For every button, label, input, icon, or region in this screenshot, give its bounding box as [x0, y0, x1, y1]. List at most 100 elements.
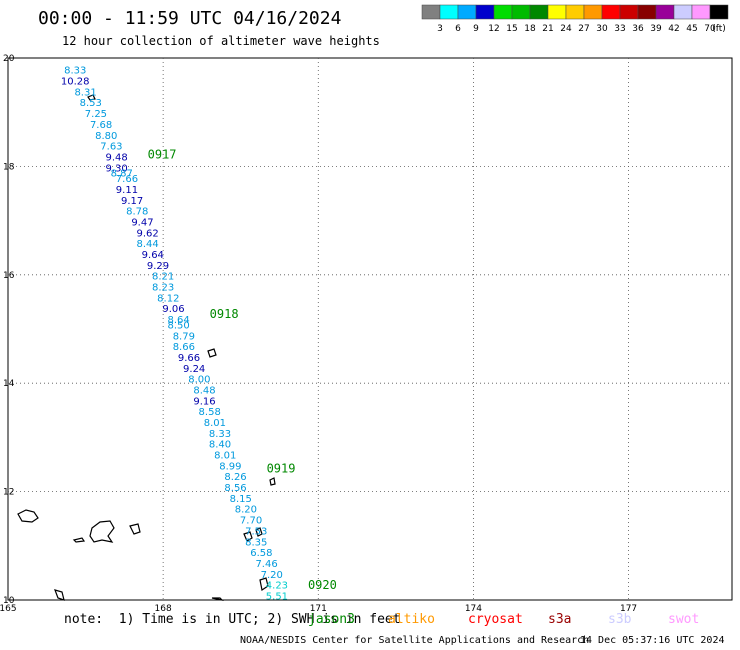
swh-reading: 6.58 [250, 548, 272, 559]
swh-reading: 8.35 [245, 537, 267, 548]
track-time-label: 0917 [148, 147, 177, 161]
swh-reading: 7.20 [261, 570, 283, 581]
swh-reading: 9.17 [121, 196, 143, 207]
colorbar-swatch [637, 4, 657, 20]
swh-reading: 8.15 [230, 494, 252, 505]
colorbar-swatch [619, 4, 639, 20]
swh-reading: 8.80 [95, 131, 117, 142]
colorbar-label: 70 [704, 24, 716, 34]
track-time-label: 0919 [267, 462, 296, 476]
map-grid [8, 58, 732, 600]
y-tick-label: 10 [3, 596, 15, 606]
colorbar-swatch [439, 4, 459, 20]
colorbar-label: 45 [686, 24, 697, 34]
colorbar-label: 6 [455, 24, 461, 34]
swh-reading: 9.48 [105, 152, 127, 163]
swh-reading: 8.26 [224, 472, 246, 483]
colorbar-label: 24 [560, 24, 572, 34]
y-tick-label: 14 [3, 379, 15, 389]
swh-reading: 9.47 [131, 217, 153, 228]
axis-tick-labels: 165 168 171 174 177 10 12 14 16 18 20 [0, 54, 637, 614]
swh-reading: 9.29 [147, 261, 169, 272]
swh-reading: 7.66 [116, 174, 138, 185]
colorbar-label: 33 [614, 24, 625, 34]
island-outline [89, 520, 115, 543]
swh-reading: 9.62 [136, 228, 158, 239]
swh-reading: 8.53 [80, 98, 102, 109]
satellite-legend-s3a: s3a [548, 612, 572, 627]
colorbar-swatch [511, 4, 531, 20]
swh-reading: 8.00 [188, 375, 210, 386]
satellite-legend-cryosat: cryosat [468, 612, 523, 627]
swh-reading: 4.23 [266, 581, 288, 592]
swh-reading: 8.87 [111, 169, 133, 180]
track-time-label: 0918 [210, 307, 239, 321]
swh-reading: 8.56 [224, 483, 246, 494]
swh-reading: 8.64 [168, 315, 190, 326]
island-outlines [17, 94, 276, 601]
colorbar-label: 21 [542, 24, 553, 34]
swh-reading: 8.48 [193, 385, 215, 396]
colorbar-label: 15 [506, 24, 517, 34]
colorbar-swatch [655, 4, 675, 20]
map-frame [7, 57, 733, 601]
y-tick-label: 12 [3, 488, 14, 498]
x-tick-label: 171 [310, 604, 327, 614]
colorbar-label: 3 [437, 24, 443, 34]
colorbar-unit: (ft) [712, 24, 726, 34]
satellite-legend-swot: swot [668, 612, 700, 627]
generated-timestamp: 14 Dec 05:37:16 UTC 2024 [580, 635, 725, 646]
colorbar-swatch [475, 4, 495, 20]
swh-reading: 7.63 [100, 142, 122, 153]
colorbar-label: 18 [524, 24, 536, 34]
swh-reading: 8.50 [168, 320, 190, 331]
island-outline [72, 537, 86, 543]
colorbar-label: 27 [578, 24, 589, 34]
swh-reading: 7.53 [245, 526, 267, 537]
page-title: 00:00 - 11:59 UTC 04/16/2024 [38, 8, 342, 29]
x-tick-label: 165 [0, 604, 17, 614]
swh-reading: 9.24 [183, 364, 205, 375]
track-time-labels: 0917 0918 0919 0920 [148, 147, 337, 592]
swh-reading: 8.23 [152, 283, 174, 294]
swh-reading: 8.58 [199, 407, 221, 418]
page-subtitle: 12 hour collection of altimeter wave hei… [62, 34, 380, 48]
swh-reading: 8.44 [136, 239, 158, 250]
swh-readings: 8.3310.288.318.537.257.688.807.639.489.3… [61, 66, 288, 603]
swh-reading: 7.46 [255, 559, 277, 570]
colorbar-swatch [565, 4, 585, 20]
swh-reading: 8.01 [204, 418, 226, 429]
colorbar-swatch [709, 4, 729, 20]
swh-reading: 7.68 [90, 120, 112, 131]
island-outline [54, 589, 65, 601]
colorbar-swatch [493, 4, 513, 20]
swh-reading: 8.20 [235, 505, 257, 516]
island-outline [255, 527, 263, 537]
y-tick-label: 16 [3, 271, 15, 281]
credit-line: NOAA/NESDIS Center for Satellite Applica… [240, 635, 590, 646]
swh-reading: 8.12 [157, 293, 179, 304]
swh-reading: 8.01 [214, 451, 236, 462]
satellite-legend-jason3: jason3 [308, 612, 355, 627]
swh-reading: 8.40 [209, 440, 231, 451]
colorbar-swatch [673, 4, 693, 20]
swh-reading: 8.99 [219, 461, 241, 472]
track-time-label: 0920 [308, 578, 337, 592]
swh-reading: 7.70 [240, 516, 262, 527]
swh-reading: 8.66 [173, 342, 195, 353]
colorbar-label: 30 [596, 24, 608, 34]
island-outline [211, 597, 224, 601]
swh-reading: 8.33 [209, 429, 231, 440]
swh-reading: 8.79 [173, 331, 195, 342]
y-tick-label: 20 [3, 54, 15, 64]
colorbar-label: 36 [632, 24, 644, 34]
colorbar-swatch [421, 4, 441, 20]
y-tick-label: 18 [3, 162, 15, 172]
colorbar-swatch [529, 4, 549, 20]
colorbar-label: 42 [668, 24, 679, 34]
swh-reading: 10.28 [61, 77, 90, 88]
footer-note: note: 1) Time is in UTC; 2) SWH is in fe… [64, 612, 401, 627]
colorbar-label: 39 [650, 24, 662, 34]
swh-reading: 8.78 [126, 207, 148, 218]
